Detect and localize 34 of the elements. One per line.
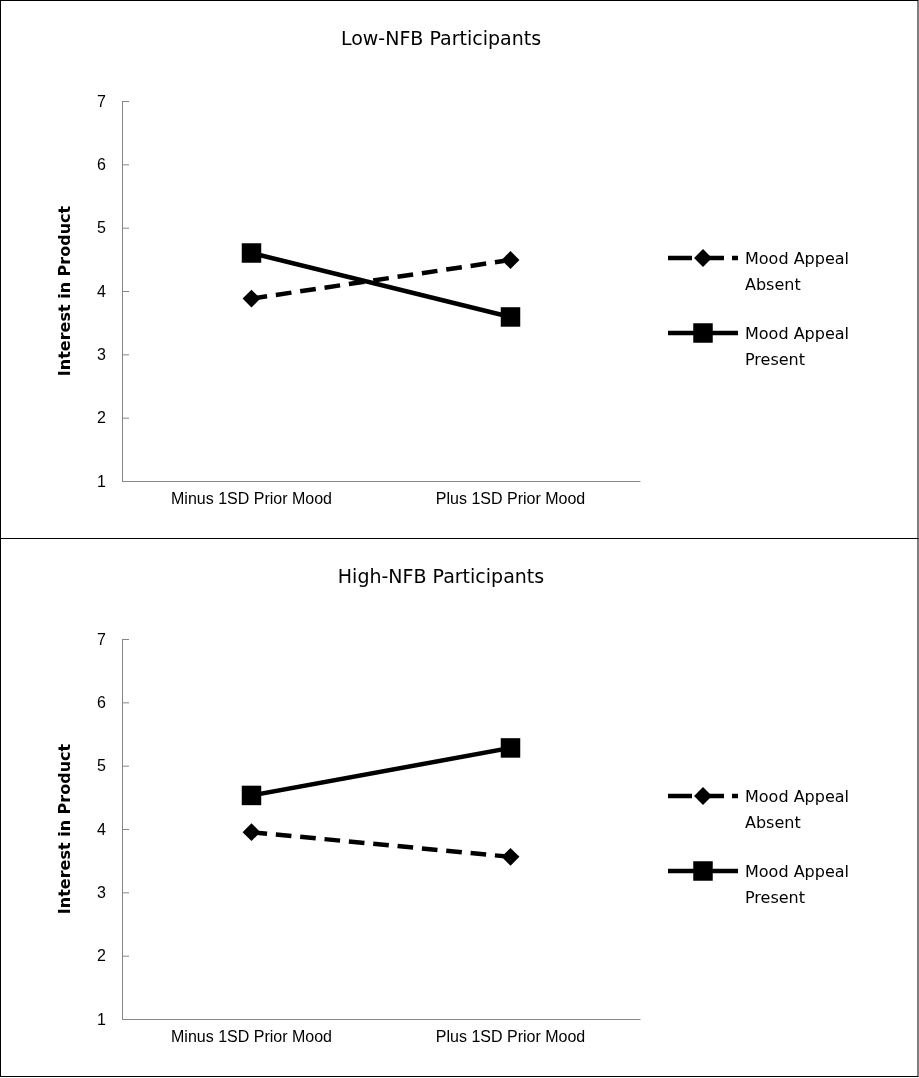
legend-label: Mood Appeal Present [745, 862, 849, 907]
x-tick-label: Minus 1SD Prior Mood [171, 1028, 332, 1046]
y-tick-label: 2 [97, 947, 107, 965]
point [242, 823, 261, 842]
x-tick-label: Minus 1SD Prior Mood [171, 490, 332, 508]
y-tick-label: 1 [97, 472, 107, 490]
y-axis-title: Interest in Product [55, 205, 74, 377]
legend-label: Mood Appeal Absent [745, 249, 849, 294]
point [501, 847, 520, 866]
y-tick-label: 1 [97, 1010, 107, 1028]
chart-title: High-NFB Participants [337, 565, 545, 587]
point [500, 307, 521, 327]
chart-title: Low-NFB Participants [340, 27, 542, 49]
y-tick-label: 4 [97, 820, 107, 838]
y-tick-label: 4 [97, 282, 107, 300]
legend-label: Mood Appeal Present [745, 324, 849, 369]
y-tick-label: 5 [97, 757, 107, 775]
y-tick-label: 3 [97, 883, 107, 901]
y-axis-title: Interest in Product [55, 743, 74, 915]
x-tick-label: Plus 1SD Prior Mood [435, 1028, 586, 1046]
point [241, 243, 262, 263]
y-tick-label: 7 [97, 630, 107, 648]
y-tick-label: 6 [97, 155, 107, 173]
y-tick-label: 6 [97, 693, 107, 711]
point [500, 738, 521, 758]
y-tick-label: 7 [97, 92, 107, 110]
point [242, 289, 261, 308]
point [241, 785, 262, 806]
y-tick-label: 3 [97, 345, 107, 363]
legend-label: Mood Appeal Absent [745, 787, 849, 832]
x-tick-label: Plus 1SD Prior Mood [435, 490, 586, 508]
y-tick-label: 5 [97, 219, 107, 237]
point [501, 251, 520, 269]
y-tick-label: 2 [97, 409, 107, 427]
